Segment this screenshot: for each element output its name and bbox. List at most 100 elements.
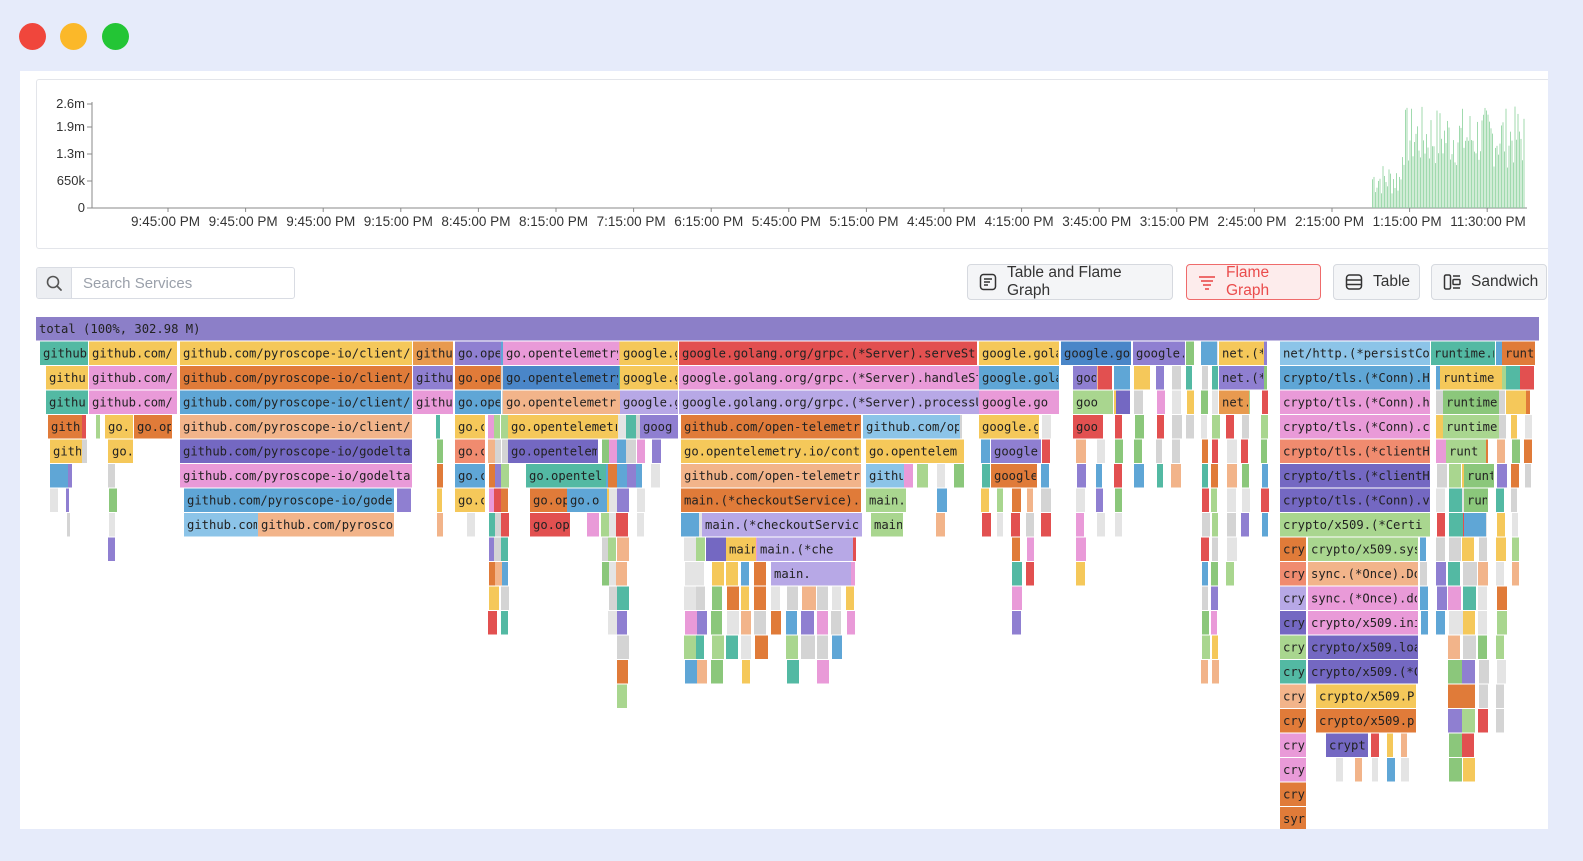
flame-frame[interactable] bbox=[1497, 586, 1507, 611]
flame-frame[interactable]: go.op bbox=[134, 415, 174, 439]
flame-frame[interactable] bbox=[1463, 586, 1476, 611]
flame-frame[interactable] bbox=[1448, 586, 1461, 611]
flame-frame[interactable] bbox=[1448, 660, 1462, 684]
flame-frame[interactable]: main. bbox=[771, 562, 851, 586]
flame-frame[interactable] bbox=[627, 464, 636, 488]
flame-frame[interactable] bbox=[1511, 488, 1517, 513]
flame-frame[interactable] bbox=[495, 513, 501, 537]
flame-frame[interactable] bbox=[981, 439, 990, 464]
flame-frame[interactable]: github.com/ bbox=[89, 366, 177, 390]
flame-frame[interactable] bbox=[1436, 439, 1446, 464]
flame-frame[interactable] bbox=[1211, 562, 1218, 586]
flame-frame[interactable] bbox=[1421, 611, 1428, 635]
flame-frame[interactable] bbox=[1227, 537, 1237, 562]
flame-frame[interactable] bbox=[1512, 537, 1519, 562]
flame-frame[interactable] bbox=[1525, 464, 1531, 488]
flame-frame[interactable] bbox=[1027, 488, 1033, 513]
flame-frame[interactable]: google.g bbox=[620, 341, 682, 366]
flame-frame[interactable]: github.com/pyroscop bbox=[258, 513, 400, 537]
flame-frame[interactable] bbox=[1156, 366, 1164, 390]
flame-frame[interactable] bbox=[997, 488, 1003, 513]
flame-frame[interactable] bbox=[1262, 513, 1268, 537]
flame-frame[interactable] bbox=[609, 562, 617, 586]
flame-frame[interactable] bbox=[817, 586, 828, 611]
flame-frame[interactable] bbox=[1387, 758, 1395, 782]
flame-frame[interactable] bbox=[1157, 415, 1164, 439]
flame-frame[interactable]: go.opentelemetr bbox=[508, 415, 621, 439]
flame-frame[interactable] bbox=[1097, 439, 1105, 464]
flame-frame[interactable]: go.op bbox=[530, 513, 570, 537]
flame-frame[interactable] bbox=[1437, 513, 1445, 537]
flame-frame[interactable] bbox=[1479, 660, 1489, 684]
flame-frame[interactable] bbox=[1496, 684, 1504, 709]
flame-frame[interactable] bbox=[917, 464, 928, 488]
flame-frame[interactable] bbox=[1011, 513, 1020, 537]
flame-frame[interactable]: github.com/pyroscope-io/godeltap bbox=[180, 464, 418, 488]
flame-frame[interactable] bbox=[832, 586, 841, 611]
flame-frame[interactable] bbox=[1261, 415, 1268, 439]
flame-frame[interactable] bbox=[1241, 439, 1248, 464]
flame-frame[interactable] bbox=[489, 537, 498, 562]
flame-frame[interactable] bbox=[1355, 758, 1362, 782]
flame-frame[interactable] bbox=[681, 513, 699, 537]
flame-frame[interactable]: go.c bbox=[455, 464, 487, 488]
flame-frame[interactable] bbox=[741, 611, 751, 635]
flame-frame[interactable] bbox=[1211, 464, 1218, 488]
flame-frame[interactable] bbox=[1437, 464, 1447, 488]
flame-frame[interactable] bbox=[786, 635, 798, 660]
flame-frame[interactable] bbox=[727, 586, 739, 611]
flame-frame[interactable] bbox=[684, 586, 696, 611]
flame-frame[interactable] bbox=[1211, 586, 1218, 611]
flame-frame[interactable]: go.c bbox=[455, 488, 487, 513]
flame-frame[interactable] bbox=[712, 635, 724, 660]
flame-frame[interactable] bbox=[1227, 513, 1236, 537]
flame-frame[interactable]: go.opentelem bbox=[508, 439, 599, 464]
flame-frame[interactable] bbox=[109, 513, 115, 537]
timeline-plot[interactable] bbox=[37, 80, 1548, 248]
flame-frame[interactable] bbox=[1420, 562, 1427, 586]
flame-frame[interactable]: crypto/tls.(*Conn).c bbox=[1280, 415, 1430, 439]
flame-frame[interactable] bbox=[1202, 635, 1210, 660]
flame-frame[interactable] bbox=[1202, 562, 1208, 586]
flame-frame[interactable] bbox=[1042, 415, 1051, 439]
flame-frame[interactable] bbox=[1227, 488, 1236, 513]
flame-frame[interactable] bbox=[1201, 660, 1208, 684]
flame-frame[interactable] bbox=[626, 439, 636, 464]
flame-frame[interactable]: github.com/pyroscope-io/client/py bbox=[180, 390, 425, 415]
flame-frame[interactable] bbox=[706, 537, 726, 562]
flame-frame[interactable] bbox=[831, 611, 841, 635]
flame-frame[interactable]: crypto/x509.(*Certi bbox=[1280, 513, 1430, 537]
flame-frame[interactable]: google.golang.org/grpc.(*Server).serveSt… bbox=[679, 341, 990, 366]
flame-frame[interactable]: goo bbox=[1073, 415, 1103, 439]
flame-frame[interactable] bbox=[1479, 684, 1488, 709]
flame-frame[interactable] bbox=[1449, 733, 1462, 758]
flame-frame[interactable] bbox=[1098, 366, 1112, 390]
flame-frame[interactable] bbox=[982, 513, 991, 537]
flame-frame[interactable] bbox=[1261, 488, 1269, 513]
flame-frame[interactable] bbox=[1497, 611, 1507, 635]
flame-frame[interactable]: runt bbox=[1502, 341, 1535, 366]
flame-frame[interactable] bbox=[587, 513, 599, 537]
flame-frame[interactable]: go.ope bbox=[455, 366, 502, 390]
flame-frame[interactable]: net/http.(*persistCo bbox=[1280, 341, 1430, 366]
flame-frame[interactable] bbox=[617, 586, 629, 611]
flame-frame[interactable] bbox=[1041, 488, 1051, 513]
flame-frame[interactable] bbox=[489, 586, 499, 611]
flame-frame[interactable]: runtime bbox=[1440, 366, 1502, 390]
flame-frame[interactable] bbox=[1076, 488, 1085, 513]
flame-frame[interactable] bbox=[1026, 513, 1034, 537]
flame-frame[interactable] bbox=[637, 488, 645, 513]
flame-frame[interactable] bbox=[617, 660, 628, 684]
flame-frame[interactable]: runtime bbox=[1443, 390, 1499, 415]
flame-frame[interactable]: githu bbox=[413, 341, 453, 366]
flame-frame[interactable] bbox=[685, 611, 697, 635]
flame-frame[interactable] bbox=[1134, 366, 1150, 390]
flame-frame[interactable]: goog bbox=[640, 415, 678, 439]
flame-frame[interactable] bbox=[602, 439, 613, 464]
flame-frame[interactable] bbox=[495, 562, 503, 586]
flame-frame[interactable] bbox=[1436, 611, 1445, 635]
flame-frame[interactable] bbox=[1012, 586, 1022, 611]
flame-frame[interactable] bbox=[954, 439, 964, 464]
flame-frame[interactable] bbox=[609, 513, 617, 537]
flame-frame[interactable]: go.opentelemetry.io/contr bbox=[681, 439, 867, 464]
